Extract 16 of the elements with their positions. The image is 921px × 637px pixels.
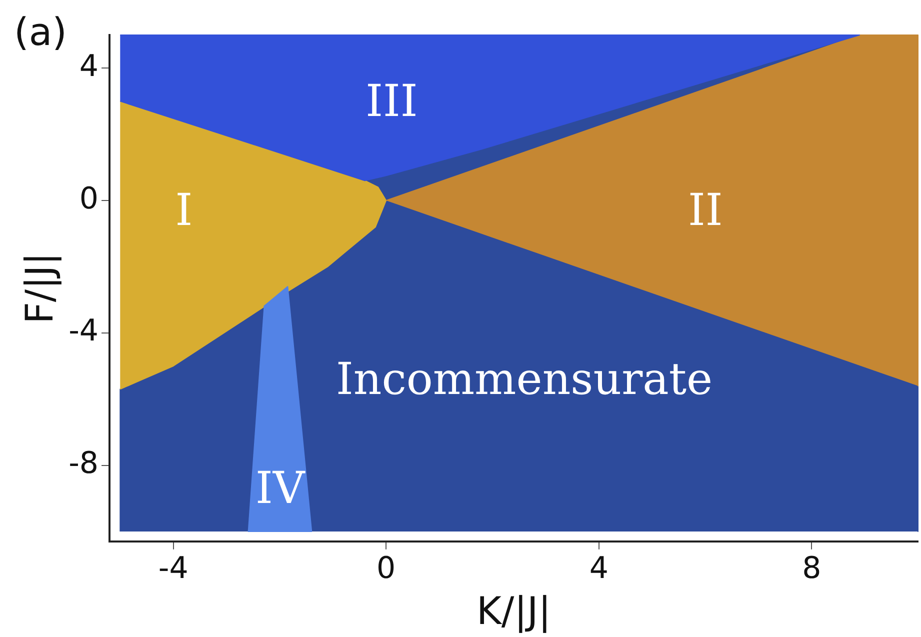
series-label: Incommensurate	[336, 354, 713, 405]
x-axis-title: K/|J|	[476, 589, 552, 634]
series-label: III	[366, 76, 418, 127]
series-label: I	[175, 185, 193, 236]
y-tick-label: 4	[79, 48, 99, 84]
x-tick-label: 0	[376, 551, 396, 586]
y-tick-label: -4	[68, 314, 99, 349]
x-tick-label: 8	[802, 551, 822, 586]
series-label: II	[688, 185, 723, 236]
x-tick-label: -4	[158, 551, 188, 586]
series-label: IV	[256, 463, 306, 514]
y-tick-label: 0	[79, 181, 99, 216]
y-axis-title: F/|J|	[18, 252, 62, 324]
x-tick-label: 4	[589, 551, 608, 586]
text: (a)	[14, 10, 67, 54]
y-tick-label: -8	[68, 446, 99, 482]
